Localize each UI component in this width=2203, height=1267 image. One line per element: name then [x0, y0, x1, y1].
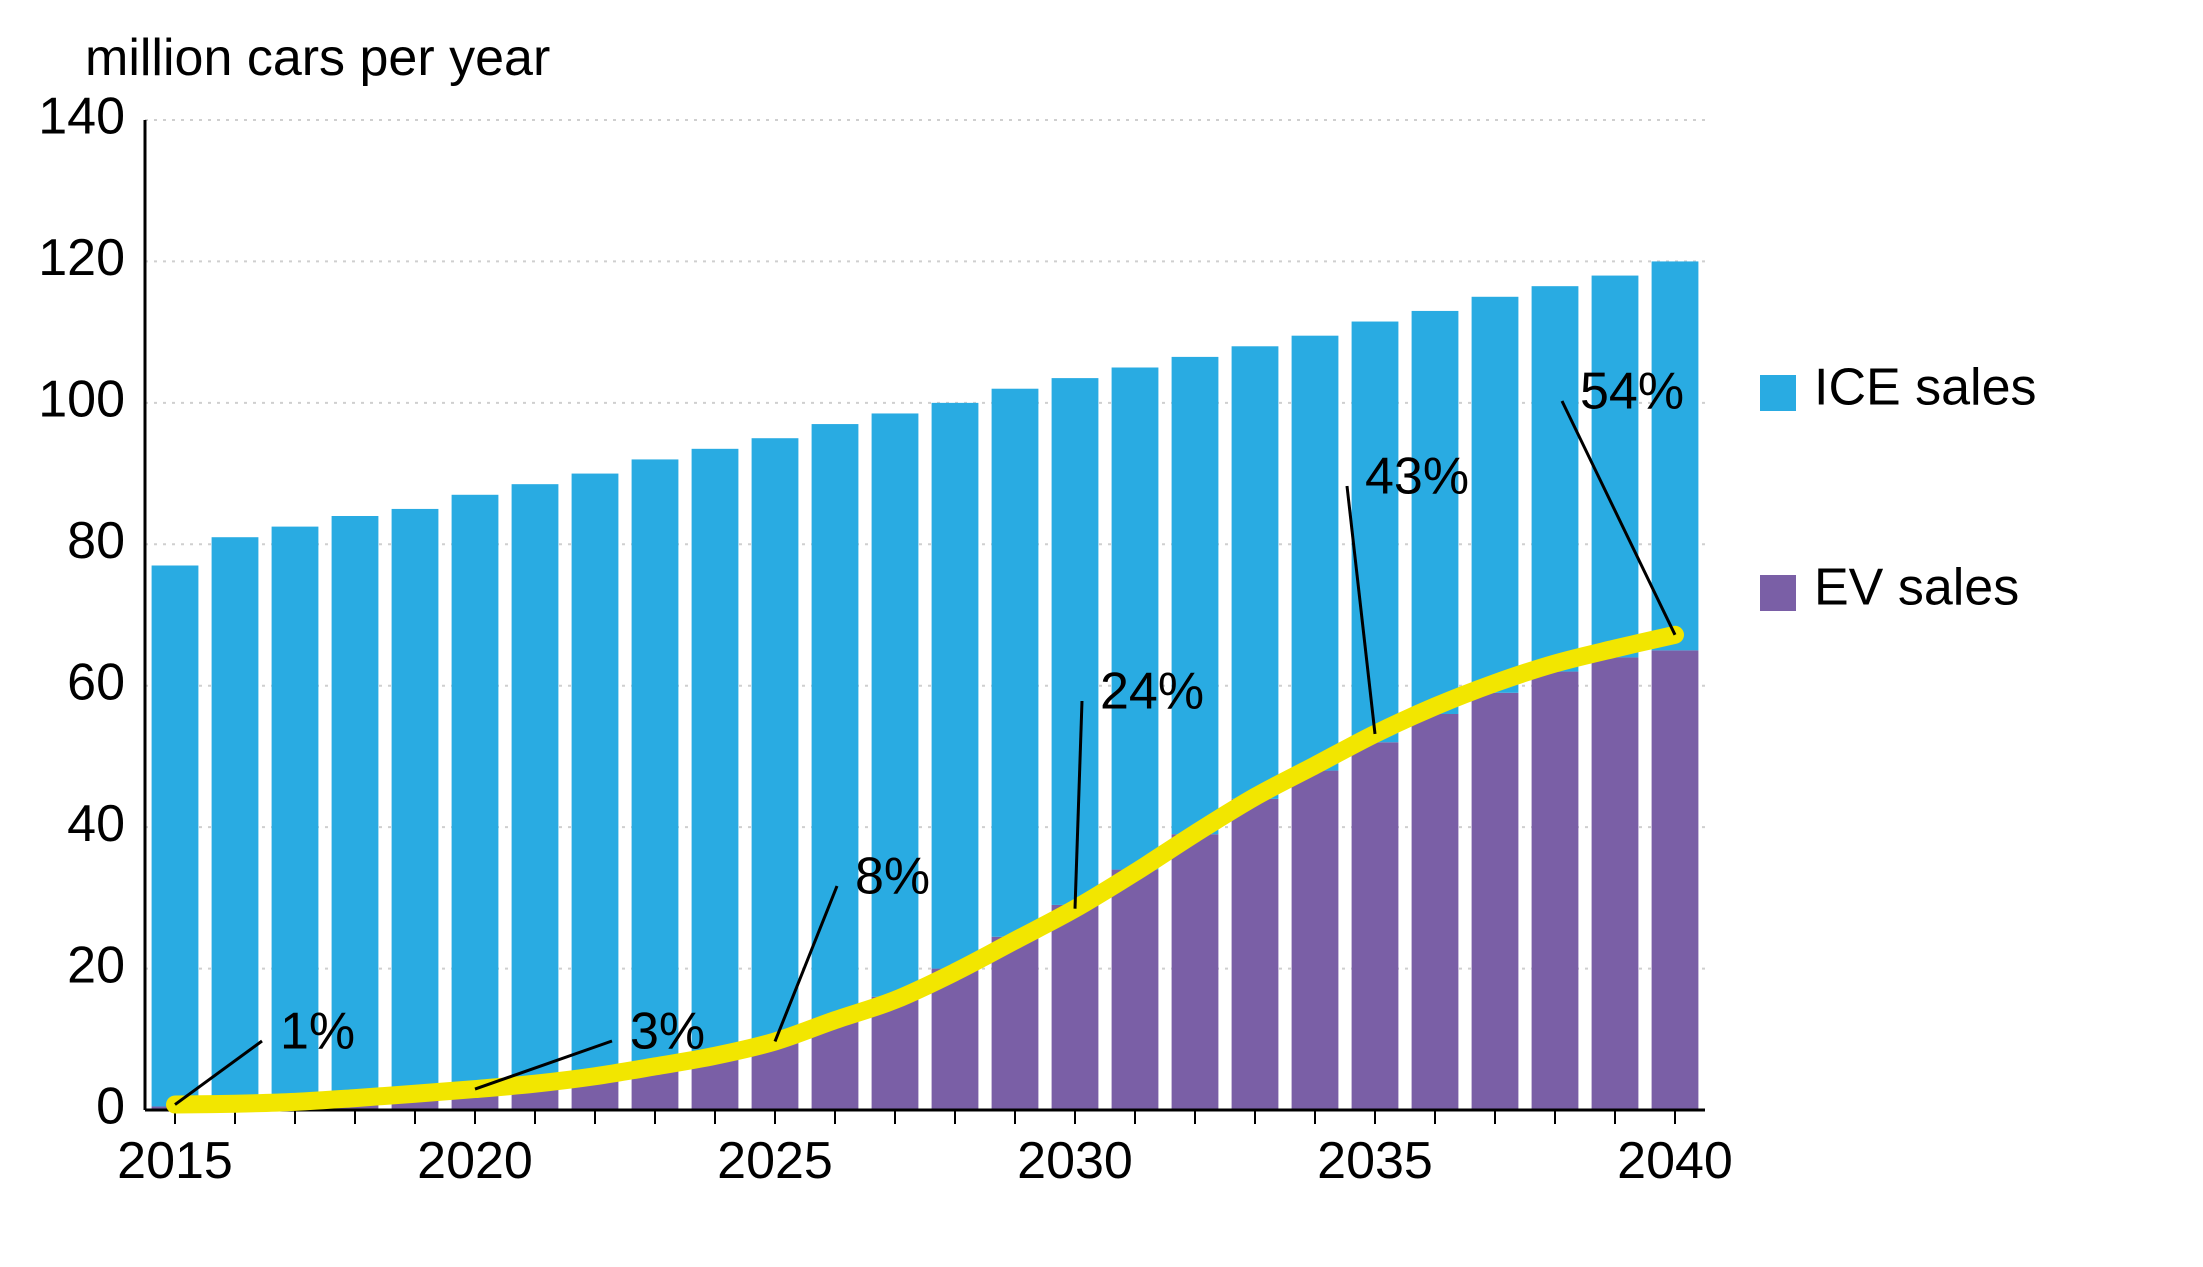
y-tick-label: 60 [67, 653, 125, 711]
bar-ev [1172, 834, 1219, 1110]
bar-ev [1412, 714, 1459, 1110]
bar-ice [452, 495, 499, 1088]
annotation-label: 1% [280, 1003, 355, 1061]
bar-ice [1532, 286, 1579, 671]
annotation-label: 3% [630, 1003, 705, 1061]
bar-ice [1052, 378, 1099, 905]
bar-ev [1112, 870, 1159, 1110]
bar-ice [572, 474, 619, 1075]
bar-ice [212, 537, 259, 1104]
x-tick-label: 2030 [1017, 1132, 1133, 1190]
bar-ev [1532, 672, 1579, 1110]
bar-ice [992, 389, 1039, 937]
y-tick-label: 80 [67, 512, 125, 570]
bar-ice [1352, 322, 1399, 743]
y-tick-label: 0 [96, 1078, 125, 1136]
bar-ev [1352, 742, 1399, 1110]
legend-label: ICE sales [1814, 359, 2037, 417]
y-tick-label: 40 [67, 795, 125, 853]
bar-ev [992, 937, 1039, 1110]
bar-ice [512, 484, 559, 1082]
chart-svg: 020406080100120140million cars per year2… [0, 0, 2203, 1267]
chart-container: 020406080100120140million cars per year2… [0, 0, 2203, 1267]
bar-ice [692, 449, 739, 1054]
bar-ev [1472, 693, 1519, 1110]
y-tick-label: 100 [38, 371, 125, 429]
bar-ice [752, 438, 799, 1039]
annotation-label: 54% [1580, 363, 1684, 421]
chart-title: million cars per year [85, 29, 550, 87]
bar-ice [1472, 297, 1519, 693]
x-tick-label: 2025 [717, 1132, 833, 1190]
annotation-label: 24% [1100, 663, 1204, 721]
bar-ice [1292, 336, 1339, 771]
x-tick-label: 2040 [1617, 1132, 1733, 1190]
bar-ice [1112, 368, 1159, 870]
x-tick-label: 2020 [417, 1132, 533, 1190]
bar-ice [1652, 261, 1699, 650]
legend-swatch [1760, 375, 1796, 411]
annotation-label: 8% [855, 848, 930, 906]
bar-ev [1652, 650, 1699, 1110]
y-tick-label: 20 [67, 936, 125, 994]
bar-ice [932, 403, 979, 969]
bar-ice [1592, 276, 1639, 658]
bar-ice [872, 413, 919, 996]
bar-ev [1292, 771, 1339, 1110]
bar-ev [1592, 657, 1639, 1110]
bar-ev [1052, 905, 1099, 1110]
bar-ice [1232, 346, 1279, 799]
legend-label: EV sales [1814, 559, 2019, 617]
y-tick-label: 140 [38, 88, 125, 146]
bar-ice [152, 566, 199, 1107]
y-tick-label: 120 [38, 229, 125, 287]
bar-ice [1172, 357, 1219, 834]
bar-ice [632, 459, 679, 1064]
x-tick-label: 2015 [117, 1132, 233, 1190]
bar-ev [1232, 799, 1279, 1110]
annotation-label: 43% [1365, 448, 1469, 506]
legend-swatch [1760, 575, 1796, 611]
bar-ice [1412, 311, 1459, 714]
chart-background [0, 0, 2203, 1267]
bar-ice [392, 509, 439, 1092]
x-tick-label: 2035 [1317, 1132, 1433, 1190]
